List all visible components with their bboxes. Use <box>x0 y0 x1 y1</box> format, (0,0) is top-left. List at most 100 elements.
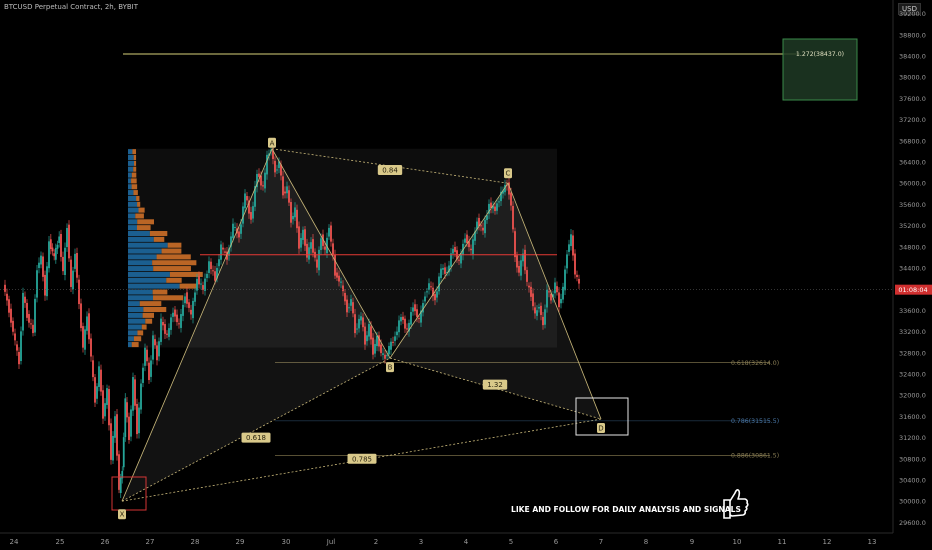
volume-profile-bar-down <box>169 271 203 277</box>
candle-body <box>548 291 550 293</box>
candle-body <box>118 454 120 490</box>
candle-body <box>256 174 258 188</box>
current-price-time: 01:08:04 <box>898 286 927 294</box>
candle-body <box>518 265 520 273</box>
y-tick-label: 29600.0 <box>899 519 926 527</box>
candle-body <box>564 269 566 291</box>
candle-body <box>68 224 70 259</box>
volume-profile-bar-up <box>128 254 157 260</box>
volume-profile-bar-up <box>128 295 154 301</box>
currency-badge[interactable]: USD <box>898 3 921 15</box>
candle-body <box>294 207 296 218</box>
thumbs-up-icon <box>723 489 749 519</box>
candle-body <box>288 190 290 203</box>
candle-body <box>128 416 130 440</box>
candle-body <box>422 303 424 313</box>
candle-body <box>114 416 116 438</box>
point-label-bg <box>268 137 276 148</box>
ratio-label: 0.785 <box>352 455 372 463</box>
volume-profile-bar-up <box>128 178 132 184</box>
x-tick-label: 25 <box>56 538 65 546</box>
candle-body <box>444 267 446 274</box>
candle-body <box>110 423 112 460</box>
candle-body <box>298 226 300 249</box>
candle-body <box>424 296 426 302</box>
candle-body <box>332 243 334 256</box>
candle-body <box>454 246 456 252</box>
candle-body <box>186 292 188 304</box>
candle-body <box>42 256 44 277</box>
candle-body <box>204 278 206 291</box>
volume-profile-bar-up <box>128 207 139 213</box>
x-tick-label: 12 <box>823 538 832 546</box>
candle-body <box>406 328 408 330</box>
candle-body <box>578 278 580 284</box>
candle-body <box>44 274 46 296</box>
candle-body <box>334 255 336 276</box>
candle-body <box>160 318 162 342</box>
candle-body <box>190 309 192 315</box>
volume-profile-bar-down <box>153 266 191 272</box>
volume-profile-bar-up <box>128 301 140 307</box>
x-tick-label: 27 <box>146 538 155 546</box>
candle-body <box>274 160 276 173</box>
candle-body <box>386 355 388 357</box>
volume-profile-bar-down <box>135 213 144 219</box>
candle-body <box>558 292 560 308</box>
candle-body <box>200 283 202 285</box>
x-tick-label: 28 <box>191 538 200 546</box>
volume-profile-bar-down <box>153 295 184 301</box>
volume-profile-bar-down <box>179 283 198 289</box>
candle-body <box>400 317 402 322</box>
x-tick-label: 10 <box>733 538 742 546</box>
candle-body <box>94 377 96 403</box>
candle-body <box>4 284 6 292</box>
candle-body <box>500 191 502 202</box>
candle-body <box>194 292 196 302</box>
candle-body <box>12 320 14 332</box>
candle-body <box>124 398 127 438</box>
candle-body <box>82 326 84 348</box>
volume-profile-bar-up <box>128 213 136 219</box>
volume-profile-bar-up <box>128 260 153 266</box>
candle-body <box>316 259 318 268</box>
candle-body <box>28 314 30 323</box>
candle-body <box>96 386 98 399</box>
candle-body <box>478 217 480 227</box>
candle-body <box>48 241 50 269</box>
d-point-highlight-box <box>575 397 629 436</box>
candle-body <box>182 304 184 316</box>
candle-body <box>510 192 512 206</box>
volume-profile-bar-up <box>128 195 137 201</box>
ratio-label-bg <box>482 379 508 390</box>
candle-body <box>486 215 488 220</box>
candle-body <box>524 249 526 271</box>
candle-body <box>358 318 360 329</box>
candle-body <box>136 403 138 435</box>
candle-body <box>53 253 56 257</box>
volume-profile-bar-up <box>128 336 134 342</box>
candle-body <box>60 233 62 257</box>
candle-body <box>154 339 156 346</box>
point-label-a: A <box>270 139 275 147</box>
candle-body <box>206 273 208 278</box>
point-label-bg <box>118 509 126 520</box>
candle-body <box>198 276 200 285</box>
candle-body <box>56 244 59 249</box>
candle-body <box>178 323 180 325</box>
y-tick-label: 36800.0 <box>899 137 926 145</box>
volume-profile-bar-down <box>131 172 137 178</box>
y-tick-label: 38800.0 <box>899 31 926 39</box>
volume-profile-bar-up <box>128 277 167 283</box>
harmonic-triangle-bcd <box>390 183 601 420</box>
candle-body <box>282 176 284 196</box>
candle-body <box>310 242 312 249</box>
candle-body <box>366 335 368 342</box>
candle-body <box>544 309 546 325</box>
candle-body <box>54 247 57 260</box>
candle-body <box>318 249 320 271</box>
candle-body <box>362 317 364 328</box>
candle-body <box>488 203 490 214</box>
candle-body <box>320 238 322 251</box>
